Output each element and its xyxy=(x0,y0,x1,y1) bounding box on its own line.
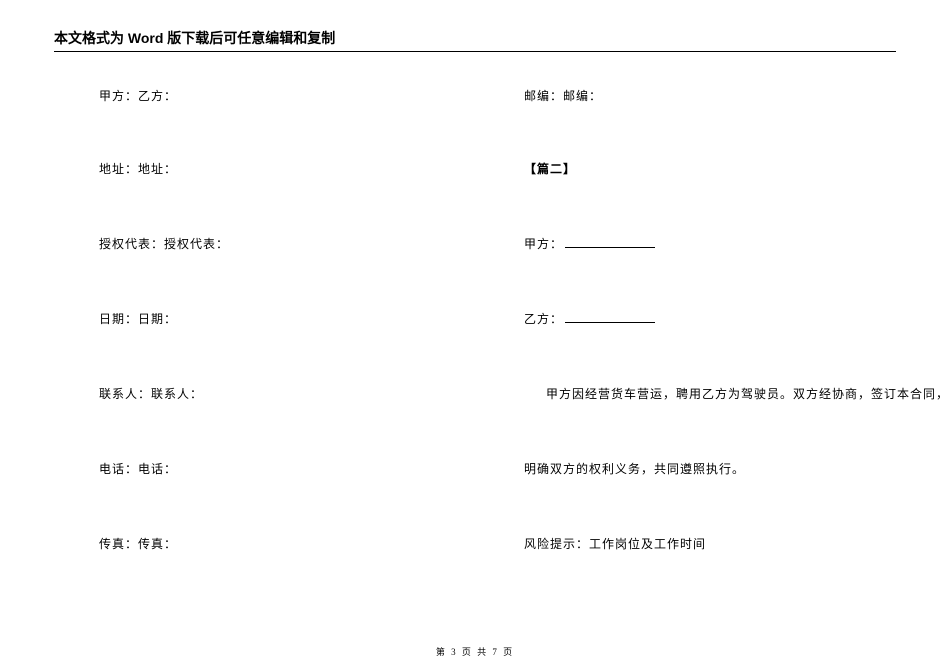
page-header: 本文格式为 Word 版下载后可任意编辑和复制 xyxy=(54,28,896,52)
party-a-label: 甲方： xyxy=(524,237,563,251)
field-fax: 传真：传真： xyxy=(99,535,177,552)
section-title-2: 【篇二】 xyxy=(524,160,576,177)
party-b-underline xyxy=(565,322,655,323)
page-footer: 第 3 页 共 7 页 xyxy=(0,645,950,658)
field-date: 日期：日期： xyxy=(99,310,177,327)
field-party-a-line: 甲方： xyxy=(524,235,655,252)
field-party-b-line: 乙方： xyxy=(524,310,655,327)
header-title: 本文格式为 Word 版下载后可任意编辑和复制 xyxy=(54,30,335,46)
field-party-ab: 甲方：乙方： xyxy=(99,87,177,104)
page-number: 第 3 页 共 7 页 xyxy=(436,647,514,657)
field-authorized-rep: 授权代表：授权代表： xyxy=(99,235,229,252)
paragraph-2: 明确双方的权利义务，共同遵照执行。 xyxy=(524,460,745,477)
paragraph-1: 甲方因经营货车营运，聘用乙方为驾驶员。双方经协商，签订本合同， xyxy=(546,385,949,402)
party-b-label: 乙方： xyxy=(524,312,563,326)
party-a-underline xyxy=(565,247,655,248)
field-contact: 联系人：联系人： xyxy=(99,385,203,402)
field-postcode: 邮编：邮编： xyxy=(524,87,602,104)
document-body: 甲方：乙方： 地址：地址： 授权代表：授权代表： 日期：日期： 联系人：联系人：… xyxy=(54,80,896,622)
risk-hint: 风险提示：工作岗位及工作时间 xyxy=(524,535,706,552)
field-phone: 电话：电话： xyxy=(99,460,177,477)
field-address: 地址：地址： xyxy=(99,160,177,177)
